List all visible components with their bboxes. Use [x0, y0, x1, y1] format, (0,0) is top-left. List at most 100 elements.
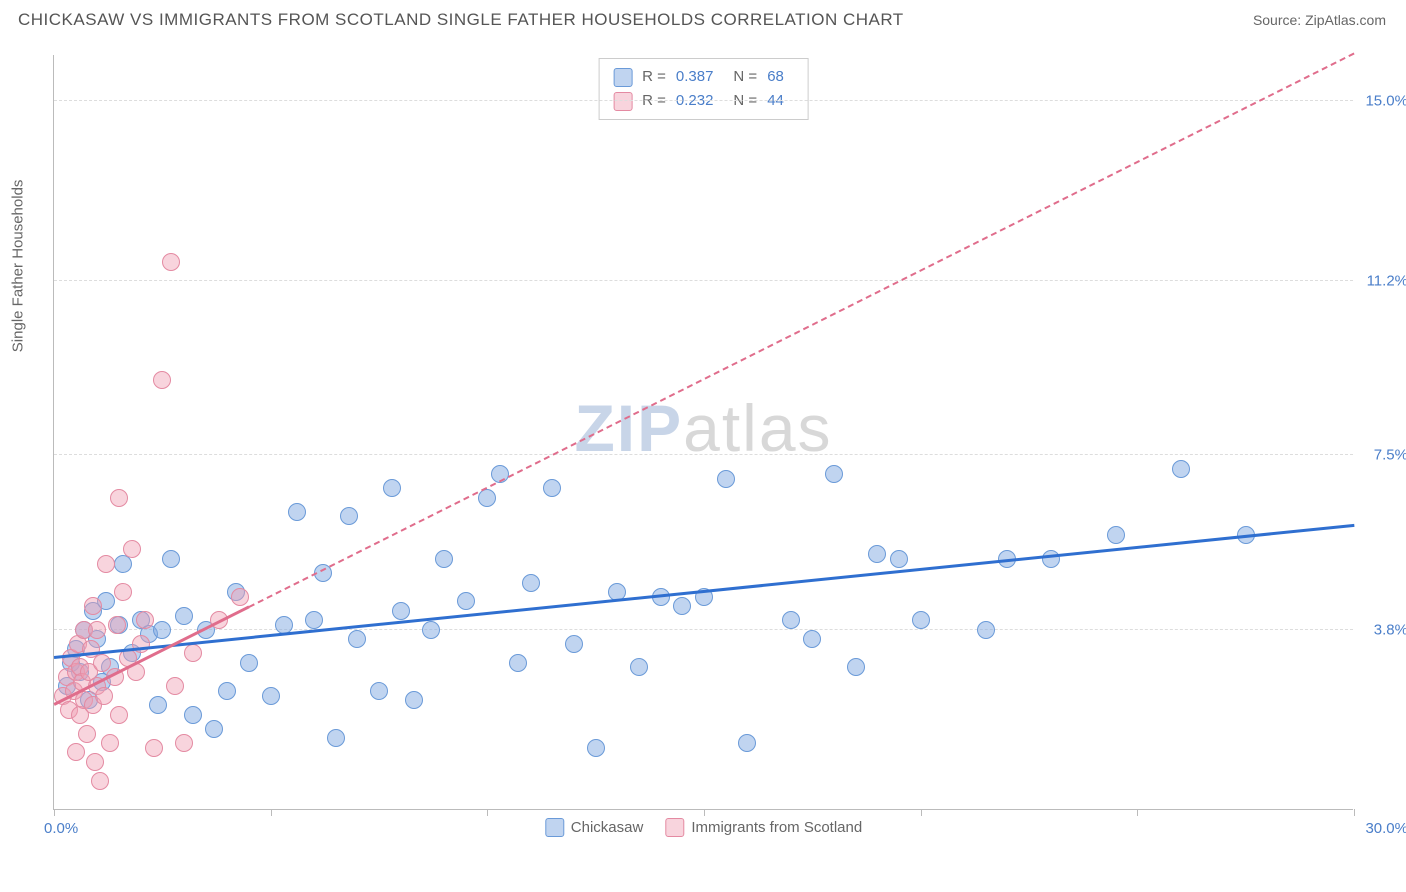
data-point [392, 602, 410, 620]
stats-row-1: R = 0.387 N = 68 [613, 65, 794, 89]
data-point [205, 720, 223, 738]
r-value-1: 0.387 [676, 65, 714, 89]
stats-legend: R = 0.387 N = 68 R = 0.232 N = 44 [598, 58, 809, 120]
data-point [340, 507, 358, 525]
data-point [136, 611, 154, 629]
data-point [84, 597, 102, 615]
y-tick-label: 11.2% [1367, 272, 1406, 289]
chart-title: CHICKASAW VS IMMIGRANTS FROM SCOTLAND SI… [18, 10, 904, 30]
trend-line-extrapolated [249, 52, 1355, 607]
x-tick [704, 809, 705, 816]
data-point [240, 654, 258, 672]
y-tick-label: 15.0% [1365, 93, 1406, 110]
data-point [162, 253, 180, 271]
data-point [184, 706, 202, 724]
scatter-chart: ZIPatlas R = 0.387 N = 68 R = 0.232 N = … [53, 55, 1353, 810]
legend-item-2: Immigrants from Scotland [665, 818, 862, 837]
data-point [162, 550, 180, 568]
data-point [847, 658, 865, 676]
swatch-series-1 [545, 818, 564, 837]
data-point [123, 540, 141, 558]
legend-label-2: Immigrants from Scotland [691, 819, 862, 836]
data-point [543, 479, 561, 497]
x-tick [1137, 809, 1138, 816]
data-point [175, 607, 193, 625]
data-point [110, 489, 128, 507]
data-point [153, 621, 171, 639]
data-point [522, 574, 540, 592]
data-point [67, 743, 85, 761]
data-point [1107, 526, 1125, 544]
data-point [101, 734, 119, 752]
data-point [262, 687, 280, 705]
data-point [587, 739, 605, 757]
x-tick [54, 809, 55, 816]
trend-line [54, 523, 1354, 658]
data-point [825, 465, 843, 483]
data-point [738, 734, 756, 752]
data-point [435, 550, 453, 568]
gridline [54, 280, 1353, 281]
n-value-1: 68 [767, 65, 784, 89]
x-tick [487, 809, 488, 816]
gridline [54, 100, 1353, 101]
series-legend: Chickasaw Immigrants from Scotland [545, 818, 862, 837]
x-min-label: 0.0% [44, 820, 78, 837]
x-tick [1354, 809, 1355, 816]
swatch-series-2 [665, 818, 684, 837]
n-label: N = [733, 65, 757, 89]
data-point [149, 696, 167, 714]
data-point [509, 654, 527, 672]
data-point [145, 739, 163, 757]
data-point [175, 734, 193, 752]
gridline [54, 454, 1353, 455]
data-point [348, 630, 366, 648]
data-point [717, 470, 735, 488]
chart-header: CHICKASAW VS IMMIGRANTS FROM SCOTLAND SI… [0, 0, 1406, 38]
data-point [803, 630, 821, 648]
data-point [370, 682, 388, 700]
data-point [630, 658, 648, 676]
legend-item-1: Chickasaw [545, 818, 644, 837]
y-axis-label: Single Father Households [10, 180, 27, 353]
data-point [97, 555, 115, 573]
swatch-series-1 [613, 68, 632, 87]
data-point [782, 611, 800, 629]
data-point [86, 753, 104, 771]
data-point [108, 616, 126, 634]
x-tick [921, 809, 922, 816]
data-point [383, 479, 401, 497]
x-max-label: 30.0% [1365, 820, 1406, 837]
data-point [457, 592, 475, 610]
source-label: Source: ZipAtlas.com [1253, 12, 1386, 28]
data-point [405, 691, 423, 709]
data-point [305, 611, 323, 629]
y-tick-label: 7.5% [1374, 447, 1406, 464]
data-point [422, 621, 440, 639]
legend-label-1: Chickasaw [571, 819, 644, 836]
r-label: R = [642, 65, 666, 89]
data-point [231, 588, 249, 606]
data-point [184, 644, 202, 662]
data-point [95, 687, 113, 705]
data-point [218, 682, 236, 700]
data-point [153, 371, 171, 389]
y-tick-label: 3.8% [1374, 621, 1406, 638]
data-point [673, 597, 691, 615]
data-point [565, 635, 583, 653]
data-point [114, 583, 132, 601]
data-point [166, 677, 184, 695]
data-point [327, 729, 345, 747]
data-point [110, 706, 128, 724]
x-tick [271, 809, 272, 816]
data-point [890, 550, 908, 568]
gridline [54, 629, 1353, 630]
data-point [78, 725, 96, 743]
data-point [288, 503, 306, 521]
data-point [91, 772, 109, 790]
data-point [977, 621, 995, 639]
data-point [88, 621, 106, 639]
data-point [1042, 550, 1060, 568]
data-point [912, 611, 930, 629]
data-point [868, 545, 886, 563]
